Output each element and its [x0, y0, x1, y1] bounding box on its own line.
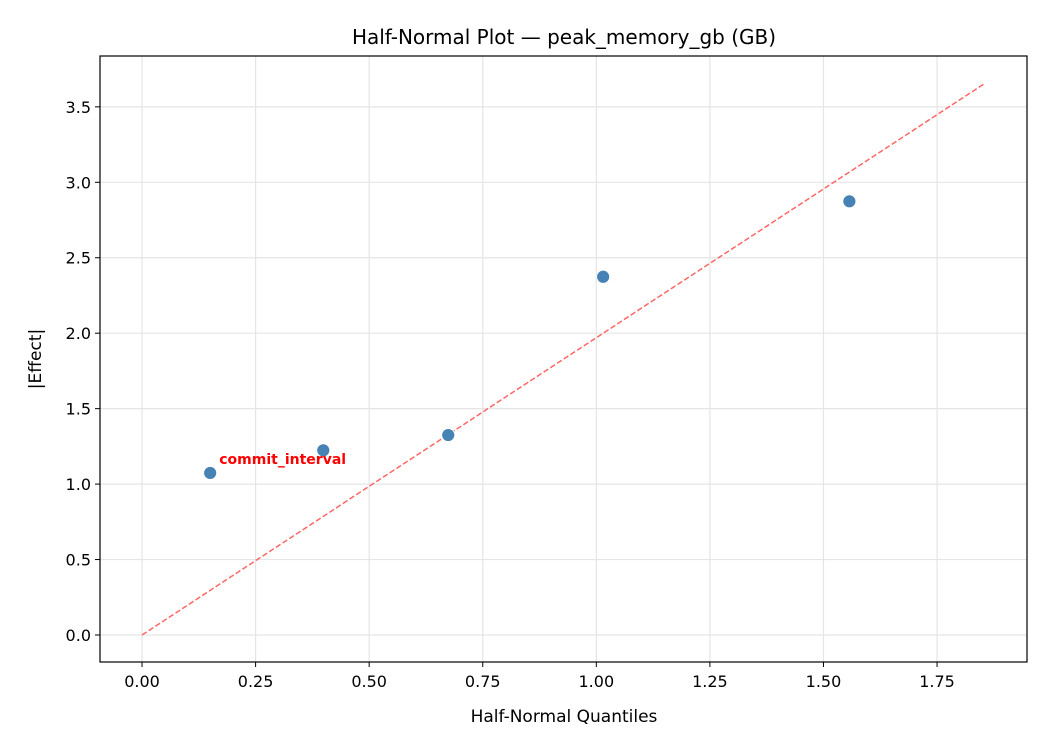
data-points	[203, 194, 857, 480]
y-axis-label: |Effect|	[26, 329, 46, 389]
data-point	[316, 443, 331, 458]
y-tick-label: 1.5	[66, 400, 91, 419]
x-tick-label: 0.50	[351, 672, 387, 691]
x-tick-label: 1.75	[919, 672, 955, 691]
y-tick-label: 2.5	[66, 249, 91, 268]
y-tick-label: 0.5	[66, 551, 91, 570]
reference-line	[141, 83, 985, 636]
y-tick-label: 2.0	[66, 324, 91, 343]
x-tick-label: 1.00	[579, 672, 615, 691]
x-tick-label: 0.00	[124, 672, 160, 691]
y-tick-label: 3.0	[66, 173, 91, 192]
data-point	[842, 194, 857, 209]
x-axis-label: Half-Normal Quantiles	[471, 707, 658, 727]
data-point	[203, 466, 218, 480]
y-ticks: 0.0 0.5 1.0 1.5 2.0 2.5 3.0 3.5	[66, 98, 100, 645]
x-tick-label: 1.50	[806, 672, 842, 691]
x-tick-label: 0.25	[238, 672, 274, 691]
y-tick-label: 0.0	[66, 626, 91, 645]
chart-title: Half-Normal Plot — peak_memory_gb (GB)	[352, 25, 776, 49]
x-tick-label: 1.25	[692, 672, 728, 691]
data-point	[596, 269, 611, 284]
annotations: commit_interval	[219, 452, 346, 468]
y-tick-label: 3.5	[66, 98, 91, 117]
point-annotation: commit_interval	[219, 452, 346, 468]
x-tick-label: 0.75	[465, 672, 501, 691]
y-tick-label: 1.0	[66, 475, 91, 494]
x-ticks: 0.00 0.25 0.50 0.75 1.00 1.25 1.50 1.75	[124, 662, 955, 691]
plot-frame	[99, 55, 1028, 663]
data-point	[441, 428, 456, 442]
grid	[100, 56, 1027, 662]
reference-line-segment	[141, 83, 985, 636]
